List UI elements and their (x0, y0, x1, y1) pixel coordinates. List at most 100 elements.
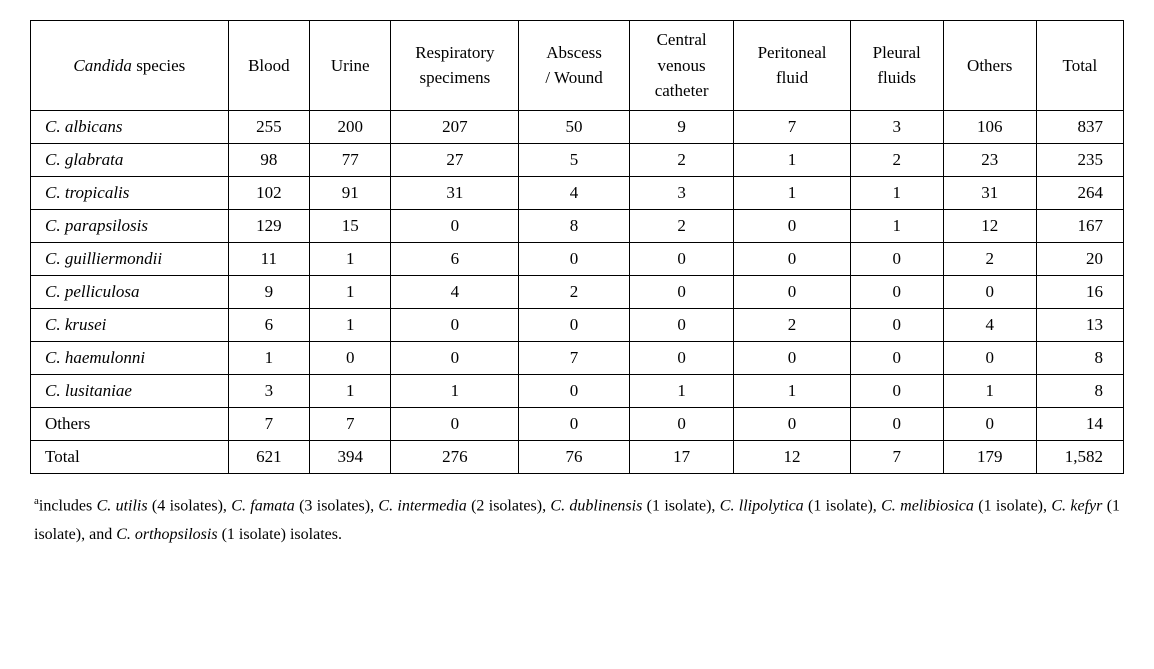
value-cell: 1 (629, 374, 734, 407)
value-cell: 179 (943, 440, 1036, 473)
value-cell: 200 (310, 110, 391, 143)
value-cell: 0 (519, 308, 629, 341)
value-cell: 5 (519, 143, 629, 176)
value-cell: 31 (943, 176, 1036, 209)
value-cell: 4 (391, 275, 519, 308)
species-name: Total (45, 447, 80, 466)
species-prefix: C. (45, 282, 61, 301)
value-cell: 1 (850, 209, 943, 242)
value-cell: 8 (519, 209, 629, 242)
value-cell: 0 (850, 242, 943, 275)
col-header: Blood (228, 21, 309, 111)
value-cell: 76 (519, 440, 629, 473)
value-cell: 50 (519, 110, 629, 143)
value-cell: 1 (310, 242, 391, 275)
table-row: C. haemulonni100700008 (31, 341, 1124, 374)
species-name: krusei (65, 315, 107, 334)
total-cell: 235 (1036, 143, 1123, 176)
species-cell: C. glabrata (31, 143, 229, 176)
value-cell: 4 (943, 308, 1036, 341)
species-name: tropicalis (65, 183, 130, 202)
species-prefix: C. (45, 249, 61, 268)
value-cell: 276 (391, 440, 519, 473)
value-cell: 0 (629, 275, 734, 308)
value-cell: 12 (943, 209, 1036, 242)
value-cell: 0 (734, 275, 850, 308)
value-cell: 0 (391, 308, 519, 341)
footnote: aincludes C. utilis (4 isolates), C. fam… (30, 492, 1124, 550)
value-cell: 0 (734, 407, 850, 440)
species-prefix: C. (45, 117, 61, 136)
value-cell: 207 (391, 110, 519, 143)
total-cell: 14 (1036, 407, 1123, 440)
species-name: pelliculosa (65, 282, 140, 301)
table-body: C. albicans25520020750973106837C. glabra… (31, 110, 1124, 473)
value-cell: 2 (943, 242, 1036, 275)
value-cell: 1 (734, 176, 850, 209)
total-cell: 8 (1036, 374, 1123, 407)
value-cell: 12 (734, 440, 850, 473)
value-cell: 0 (850, 374, 943, 407)
value-cell: 0 (519, 242, 629, 275)
table-row: Others7700000014 (31, 407, 1124, 440)
value-cell: 0 (629, 341, 734, 374)
value-cell: 77 (310, 143, 391, 176)
value-cell: 31 (391, 176, 519, 209)
footnote-span: (4 isolates), (148, 497, 232, 514)
value-cell: 394 (310, 440, 391, 473)
col-header: Total (1036, 21, 1123, 111)
species-prefix: C. (45, 216, 61, 235)
value-cell: 27 (391, 143, 519, 176)
table-header-row: Candida speciesBloodUrineRespiratoryspec… (31, 21, 1124, 111)
total-cell: 16 (1036, 275, 1123, 308)
footnote-span: (1 isolate), (804, 497, 881, 514)
species-cell: Total (31, 440, 229, 473)
value-cell: 1 (943, 374, 1036, 407)
value-cell: 0 (629, 407, 734, 440)
species-name: guilliermondii (65, 249, 162, 268)
value-cell: 621 (228, 440, 309, 473)
footnote-span: C. utilis (97, 497, 148, 514)
table-row: C. glabrata987727521223235 (31, 143, 1124, 176)
footnote-span: C. intermedia (378, 497, 466, 514)
value-cell: 1 (228, 341, 309, 374)
total-cell: 1,582 (1036, 440, 1123, 473)
col-header: Respiratoryspecimens (391, 21, 519, 111)
value-cell: 0 (943, 407, 1036, 440)
col-header: Others (943, 21, 1036, 111)
value-cell: 1 (310, 275, 391, 308)
footnote-span: (1 isolate) isolates. (218, 526, 342, 543)
species-cell: C. haemulonni (31, 341, 229, 374)
footnote-span: (1 isolate), (974, 497, 1051, 514)
value-cell: 0 (629, 308, 734, 341)
value-cell: 2 (850, 143, 943, 176)
col-header: Abscess/ Wound (519, 21, 629, 111)
value-cell: 129 (228, 209, 309, 242)
species-name: glabrata (65, 150, 124, 169)
value-cell: 9 (228, 275, 309, 308)
total-cell: 837 (1036, 110, 1123, 143)
value-cell: 1 (734, 374, 850, 407)
value-cell: 0 (391, 407, 519, 440)
species-prefix: C. (45, 315, 61, 334)
value-cell: 2 (629, 143, 734, 176)
footnote-span: C. llipolytica (720, 497, 804, 514)
value-cell: 0 (519, 374, 629, 407)
total-cell: 167 (1036, 209, 1123, 242)
value-cell: 7 (310, 407, 391, 440)
table-row: C. parapsilosis129150820112167 (31, 209, 1124, 242)
table-row: Total62139427676171271791,582 (31, 440, 1124, 473)
value-cell: 91 (310, 176, 391, 209)
species-cell: C. parapsilosis (31, 209, 229, 242)
species-name: parapsilosis (65, 216, 148, 235)
value-cell: 7 (734, 110, 850, 143)
candida-species-table: Candida speciesBloodUrineRespiratoryspec… (30, 20, 1124, 474)
value-cell: 0 (391, 341, 519, 374)
value-cell: 0 (391, 209, 519, 242)
value-cell: 4 (519, 176, 629, 209)
species-cell: C. tropicalis (31, 176, 229, 209)
total-cell: 8 (1036, 341, 1123, 374)
total-cell: 13 (1036, 308, 1123, 341)
species-prefix: C. (45, 381, 61, 400)
footnote-span: (2 isolates), (467, 497, 551, 514)
